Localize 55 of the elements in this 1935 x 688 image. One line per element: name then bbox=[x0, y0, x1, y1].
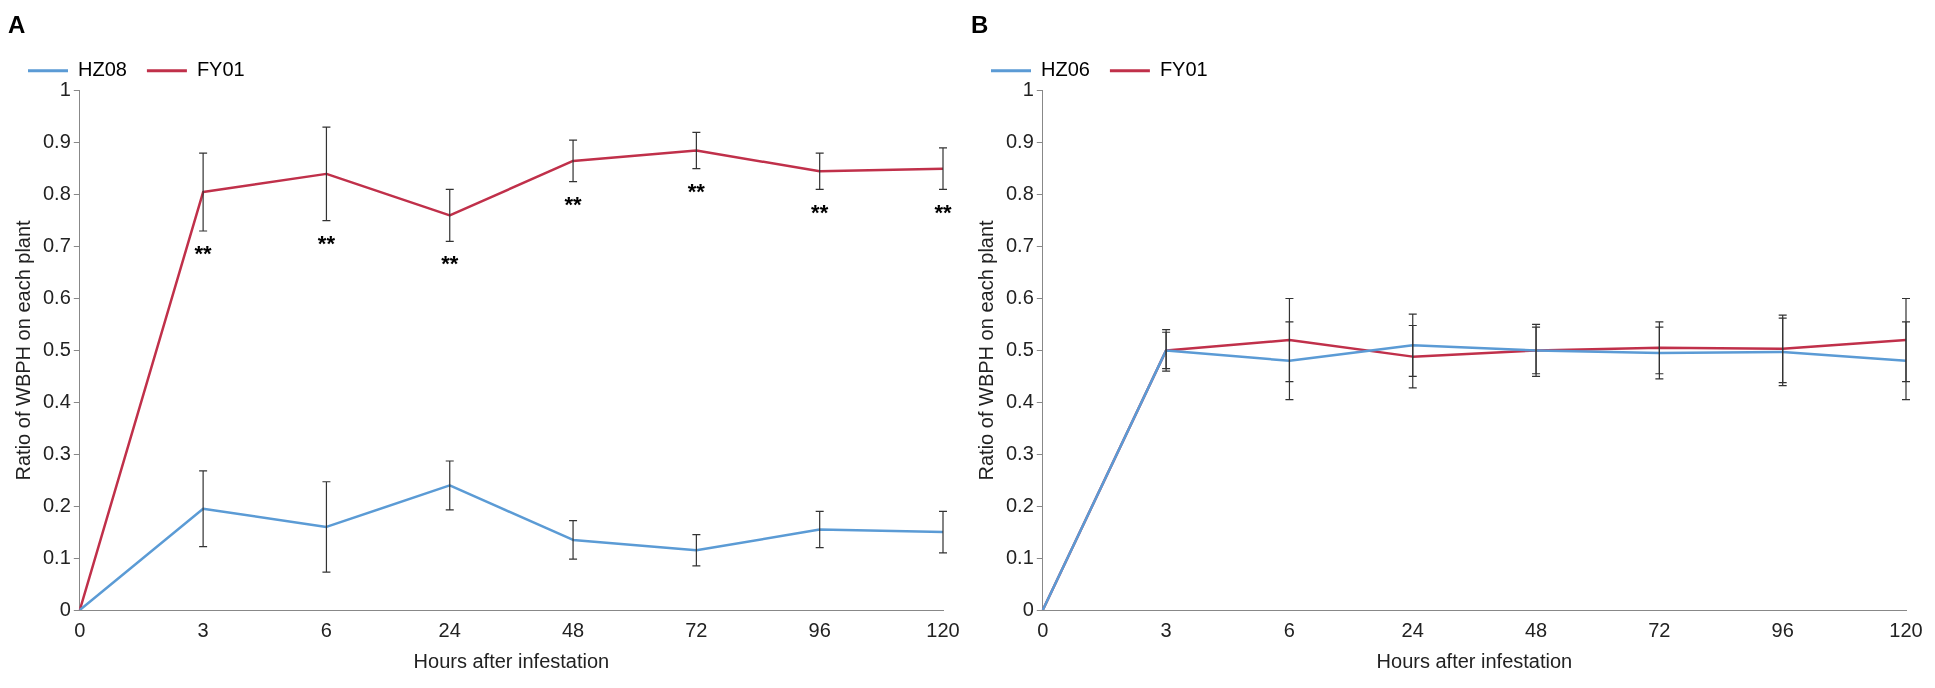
y-tick-label: 0.5 bbox=[42, 337, 71, 360]
y-tick-label: 0.5 bbox=[1005, 337, 1034, 360]
y-tick-label: 0.1 bbox=[1005, 545, 1034, 568]
y-tick-label: 0.7 bbox=[1005, 234, 1034, 257]
x-tick-label: 0 bbox=[74, 618, 86, 641]
y-tick-label: 0.4 bbox=[1005, 389, 1034, 412]
x-tick-label: 24 bbox=[1401, 618, 1424, 641]
annotation: ** bbox=[934, 199, 952, 225]
legend-label: HZ08 bbox=[78, 58, 127, 81]
y-tick-label: 0 bbox=[1022, 597, 1034, 620]
x-tick-label: 48 bbox=[1524, 618, 1548, 641]
legend-label: FY01 bbox=[1159, 58, 1208, 81]
x-axis-title: Hours after infestation bbox=[1376, 649, 1573, 672]
x-tick-label: 96 bbox=[808, 618, 831, 641]
y-tick-label: 0.2 bbox=[1005, 493, 1034, 516]
y-tick-label: 0.9 bbox=[1005, 130, 1034, 153]
x-tick-label: 0 bbox=[1037, 618, 1049, 641]
x-tick-label: 96 bbox=[1771, 618, 1794, 641]
legend-label: HZ06 bbox=[1041, 58, 1090, 81]
y-tick-label: 0.8 bbox=[1005, 182, 1034, 205]
x-tick-label: 3 bbox=[197, 618, 209, 641]
y-tick-label: 0.4 bbox=[42, 389, 71, 412]
y-tick-label: 0.6 bbox=[42, 286, 71, 308]
annotation: ** bbox=[194, 241, 213, 267]
y-tick-label: 0.9 bbox=[42, 130, 71, 153]
y-axis-title: Ratio of WBPH on each plant bbox=[974, 219, 997, 481]
y-axis-title: Ratio of WBPH on each plant bbox=[11, 219, 34, 481]
y-tick-label: 0.1 bbox=[42, 545, 71, 568]
y-tick-label: 1 bbox=[59, 78, 71, 101]
y-tick-label: 0.6 bbox=[1005, 286, 1034, 308]
x-tick-label: 6 bbox=[1283, 618, 1295, 641]
x-tick-label: 3 bbox=[1160, 618, 1172, 641]
x-tick-label: 24 bbox=[438, 618, 461, 641]
y-tick-label: 0.7 bbox=[42, 234, 71, 257]
annotation: ** bbox=[687, 178, 706, 204]
x-tick-label: 48 bbox=[561, 618, 585, 641]
y-tick-label: 1 bbox=[1022, 78, 1034, 101]
y-tick-label: 0.8 bbox=[42, 182, 71, 205]
chart-title: B bbox=[971, 11, 989, 39]
annotation: ** bbox=[564, 191, 583, 217]
x-tick-label: 120 bbox=[926, 618, 960, 641]
annotation: ** bbox=[441, 251, 459, 277]
annotation: ** bbox=[811, 199, 829, 225]
y-tick-label: 0.3 bbox=[1005, 441, 1034, 464]
x-axis-title: Hours after infestation bbox=[413, 649, 610, 672]
y-tick-label: 0.3 bbox=[42, 441, 71, 464]
x-tick-label: 72 bbox=[685, 618, 708, 641]
legend-label: FY01 bbox=[196, 58, 245, 81]
y-tick-label: 0.2 bbox=[42, 493, 71, 516]
chart-title: A bbox=[8, 11, 26, 39]
x-tick-label: 120 bbox=[1889, 618, 1923, 641]
x-tick-label: 72 bbox=[1648, 618, 1671, 641]
annotation: ** bbox=[317, 230, 336, 256]
x-tick-label: 6 bbox=[320, 618, 332, 641]
y-tick-label: 0 bbox=[59, 597, 71, 620]
